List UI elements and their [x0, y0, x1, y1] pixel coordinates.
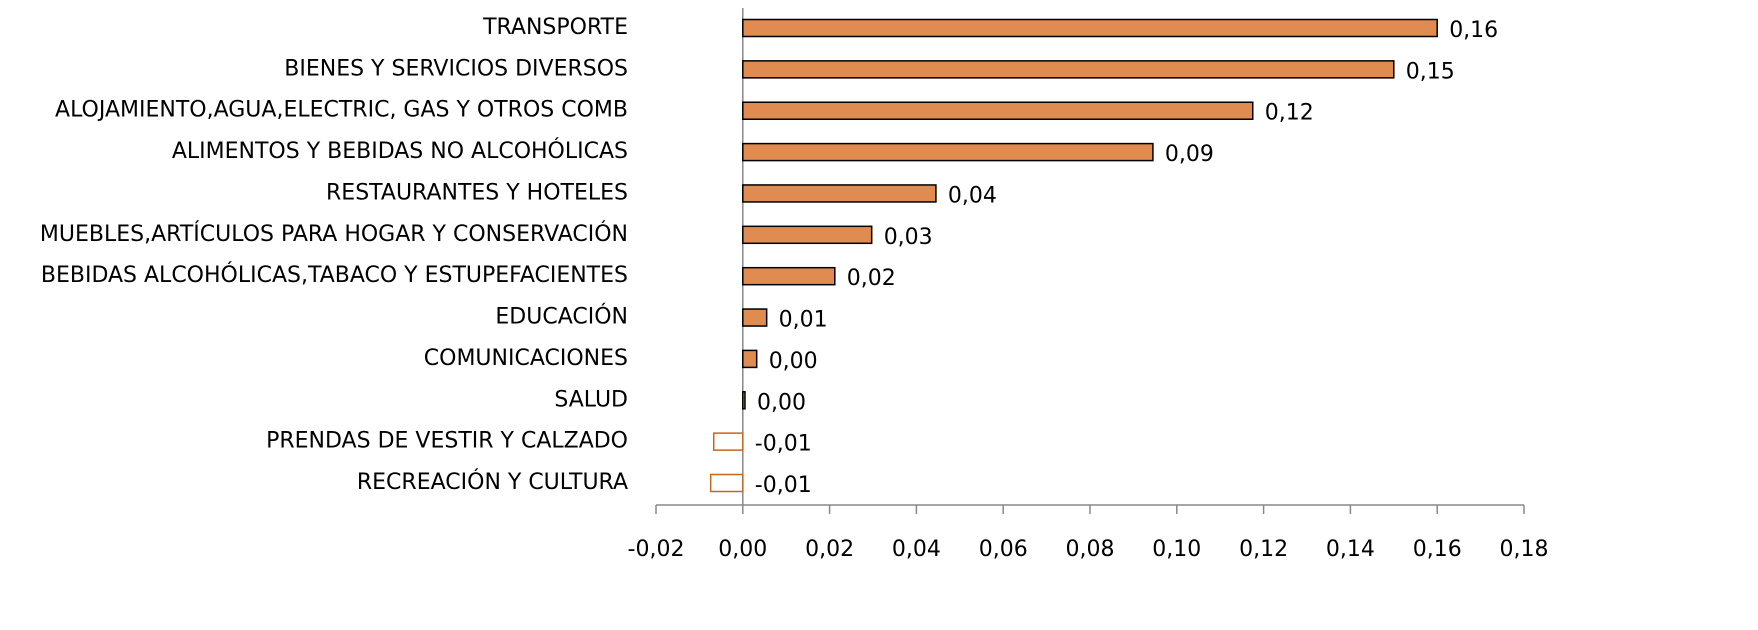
bar: [742, 266, 836, 286]
bar: [712, 432, 744, 451]
data-label: -0,01: [755, 473, 812, 498]
x-tick-label: 0,04: [892, 537, 941, 562]
x-tick-label: 0,14: [1326, 537, 1375, 562]
y-tick-label: ALIMENTOS Y BEBIDAS NO ALCOHÓLICAS: [172, 138, 628, 164]
bar: [742, 349, 758, 369]
y-tick-label: MUEBLES,ARTÍCULOS PARA HOGAR Y CONSERVAC…: [40, 221, 628, 247]
y-tick-label: EDUCACIÓN: [495, 304, 628, 330]
x-tick-label: 0,02: [805, 537, 854, 562]
data-label: 0,12: [1265, 101, 1314, 126]
data-label: 0,02: [847, 266, 896, 291]
bar: [742, 184, 937, 203]
data-label: 0,16: [1449, 18, 1498, 43]
x-tick-label: 0,00: [718, 537, 767, 562]
y-tick-label: PRENDAS DE VESTIR Y CALZADO: [266, 429, 628, 454]
data-label: 0,15: [1406, 59, 1455, 84]
data-label: 0,03: [884, 225, 933, 250]
data-label: 0,09: [1165, 142, 1214, 167]
y-tick-label: ALOJAMIENTO,AGUA,ELECTRIC, GAS Y OTROS C…: [55, 98, 628, 123]
x-tick-label: 0,18: [1500, 537, 1549, 562]
y-tick-label: BIENES Y SERVICIOS DIVERSOS: [284, 56, 628, 81]
y-tick-label: BEBIDAS ALCOHÓLICAS,TABACO Y ESTUPEFACIE…: [41, 262, 628, 288]
x-tick-label: -0,02: [628, 537, 685, 562]
y-tick-label: RESTAURANTES Y HOTELES: [326, 180, 628, 205]
data-label: 0,04: [948, 183, 997, 208]
data-label: 0,01: [779, 308, 828, 333]
bar: [742, 18, 1438, 38]
y-tick-label: RECREACIÓN Y CULTURA: [357, 469, 628, 495]
bar: [742, 142, 1154, 162]
x-tick-label: 0,06: [979, 537, 1028, 562]
data-label: -0,01: [755, 432, 812, 457]
bar: [742, 60, 1395, 79]
data-label: 0,00: [769, 349, 818, 374]
y-tick-label: COMUNICACIONES: [424, 346, 628, 371]
x-tick-label: 0,10: [1152, 537, 1201, 562]
x-tick-label: 0,08: [1066, 537, 1115, 562]
bar: [742, 101, 1254, 120]
data-label: 0,00: [757, 390, 806, 415]
bar: [742, 225, 873, 245]
bar: [742, 391, 746, 410]
x-tick-label: 0,12: [1239, 537, 1288, 562]
bar: [742, 308, 768, 327]
y-tick-label: SALUD: [554, 387, 628, 412]
y-tick-label: TRANSPORTE: [482, 15, 628, 40]
x-tick-label: 0,16: [1413, 537, 1462, 562]
bar: [709, 473, 744, 493]
